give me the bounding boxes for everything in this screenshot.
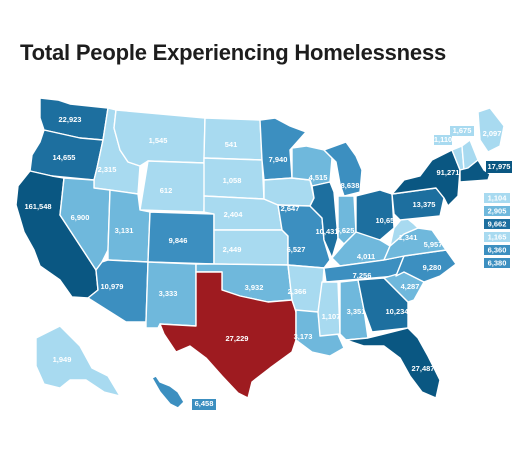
state-value-wy: 612: [160, 186, 173, 195]
state-value-nh: 1,675: [453, 126, 472, 135]
state-value-tx: 27,229: [226, 334, 249, 343]
east-box-ct[interactable]: [484, 206, 510, 216]
state-value-az: 10,979: [101, 282, 124, 291]
map-title: Total People Experiencing Homelessness: [20, 40, 447, 65]
east-box-md[interactable]: [484, 245, 510, 255]
states-layer: [15, 97, 505, 409]
state-value-ky: 4,011: [357, 252, 375, 261]
state-value-al: 3,351: [347, 307, 366, 316]
state-value-co: 9,846: [169, 236, 188, 245]
label-box-ma: [486, 161, 512, 173]
state-value-ma: 17,975: [488, 162, 511, 171]
state-value-ca: 161,548: [24, 202, 51, 211]
state-ms[interactable]: [317, 281, 341, 337]
state-value-hi: 6,458: [195, 399, 214, 408]
state-value-ut: 3,131: [115, 226, 134, 235]
label-box-vt: [434, 135, 452, 145]
state-value-wi: 4,515: [309, 173, 328, 182]
east-box-value-md: 6,360: [488, 245, 507, 254]
state-value-il: 10,431: [316, 227, 339, 236]
state-wy[interactable]: [139, 160, 206, 213]
state-value-or: 14,655: [53, 153, 76, 162]
state-value-mn: 7,940: [269, 155, 288, 164]
state-value-ar: 2,366: [288, 287, 307, 296]
state-value-id: 2,315: [98, 165, 117, 174]
state-value-la: 3,173: [294, 332, 313, 341]
state-value-nd: 541: [225, 140, 238, 149]
state-value-ia: 2,647: [281, 204, 300, 213]
state-value-nc: 9,280: [423, 263, 442, 272]
state-hi[interactable]: [151, 375, 185, 409]
state-value-wa: 22,923: [59, 115, 82, 124]
east-box-dc[interactable]: [484, 258, 510, 268]
state-value-ks: 2,449: [223, 245, 242, 254]
state-mi[interactable]: [323, 141, 363, 197]
state-value-sc: 4,287: [401, 282, 420, 291]
east-box-value-de: 1,165: [488, 232, 507, 241]
east-box-de[interactable]: [484, 232, 510, 242]
state-fl[interactable]: [345, 327, 441, 399]
state-value-nm: 3,333: [159, 289, 178, 298]
state-value-ok: 3,932: [245, 283, 264, 292]
label-box-nh: [450, 126, 474, 136]
state-value-ak: 1,949: [53, 355, 72, 364]
state-value-wv: 1,341: [399, 233, 418, 242]
east-box-value-ct: 2,905: [488, 206, 507, 215]
state-value-nv: 6,900: [71, 213, 90, 222]
state-value-tn: 7,256: [353, 271, 372, 280]
state-value-oh: 10,655: [376, 216, 399, 225]
state-value-ne: 2,404: [224, 210, 244, 219]
state-value-mo: 6,527: [287, 245, 306, 254]
east-box-value-ri: 1,104: [488, 193, 508, 202]
state-value-sd: 1,058: [223, 176, 242, 185]
east-coast-boxes: 1,104 2,905 9,662 1,165 6,360 6,380: [484, 193, 510, 268]
labels-layer: 22,923 14,655 161,548 2,315 6,900 1,545 612 3,1…: [24, 115, 512, 410]
east-box-value-dc: 6,380: [488, 258, 507, 267]
state-value-mt: 1,545: [149, 136, 168, 145]
state-value-ny: 91,271: [437, 168, 460, 177]
state-me[interactable]: [477, 107, 505, 153]
state-value-me: 2,097: [483, 129, 502, 138]
state-ia[interactable]: [263, 177, 315, 207]
state-az[interactable]: [87, 259, 149, 323]
east-box-value-nj: 9,662: [488, 219, 507, 228]
state-tx[interactable]: [159, 271, 297, 399]
state-value-in: 5,625: [336, 226, 355, 235]
state-il[interactable]: [309, 181, 339, 259]
state-ak[interactable]: [35, 325, 121, 397]
east-box-nj[interactable]: [484, 219, 510, 229]
east-box-ri[interactable]: [484, 193, 510, 203]
state-value-pa: 13,375: [413, 200, 436, 209]
state-value-va: 5,957: [424, 240, 443, 249]
label-box-hi: [192, 399, 216, 410]
state-value-fl: 27,487: [412, 364, 435, 373]
state-value-mi: 8,638: [341, 181, 360, 190]
state-mn[interactable]: [259, 117, 307, 181]
state-value-vt: 1,110: [434, 135, 452, 144]
state-value-ms: 1,107: [322, 312, 341, 321]
state-value-ga: 10,234: [386, 307, 410, 316]
